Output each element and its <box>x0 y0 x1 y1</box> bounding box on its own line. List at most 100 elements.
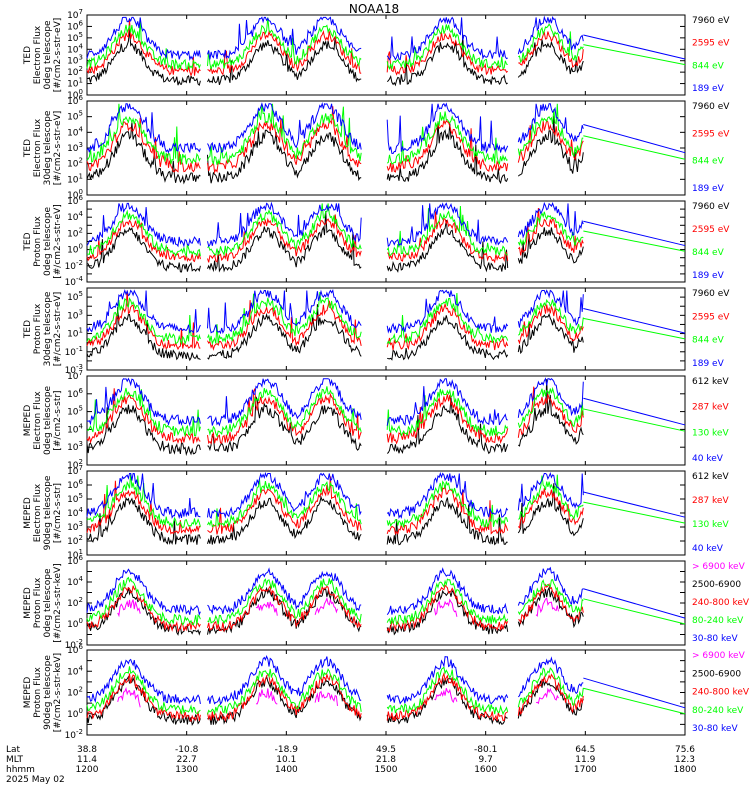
legend-entry: 2500-6900 <box>692 580 741 590</box>
y-tick-label: 102 <box>67 534 83 547</box>
y-axis-label: Electron Flux <box>33 483 43 542</box>
x-tick-lat: 64.5 <box>575 745 595 755</box>
y-tick-label: 10-4 <box>65 275 84 288</box>
y-axis-label: MEPED <box>23 497 33 529</box>
legend-entry: 189 eV <box>692 359 725 369</box>
x-tick-hhmm: 1800 <box>674 765 697 775</box>
panel-7: 10-2 100 102 104 106 MEPED Proton Flux 0deg tel… <box>23 554 750 651</box>
series-extension-blue <box>583 677 686 709</box>
y-axis-label: Electron Flux <box>33 391 43 450</box>
series-trace-red <box>86 476 584 536</box>
series-trace-black <box>86 483 584 546</box>
y-tick-label: 106 <box>67 554 83 567</box>
x-tick-lat: 75.6 <box>675 745 695 755</box>
x-tick-hhmm: 1300 <box>175 765 198 775</box>
y-tick-label: 101 <box>67 172 83 185</box>
legend-entry: 80-240 keV <box>692 706 744 716</box>
legend-entry: 844 eV <box>692 61 725 71</box>
y-axis-label: Proton Flux <box>33 216 43 267</box>
y-axis-label: [#/cm2-s-str-keV] <box>53 563 63 642</box>
legend-entry: > 6900 keV <box>692 562 746 572</box>
series-extension-green <box>583 44 686 66</box>
x-tick-mlt: 12.3 <box>675 755 695 765</box>
y-axis-label: [#/cm2-s-str-eV] <box>53 292 63 367</box>
y-tick-label: 106 <box>67 94 83 107</box>
series-trace-green <box>86 666 584 716</box>
y-tick-label: 106 <box>67 643 83 656</box>
series-trace-green <box>86 203 584 258</box>
y-axis-label: [#/cm2-s-str-keV] <box>53 653 63 732</box>
legend-entry: 2595 eV <box>692 39 730 49</box>
legend-entry: 30-80 keV <box>692 634 738 644</box>
x-tick-mlt: 21.8 <box>376 755 396 765</box>
legend-entry: 189 eV <box>692 84 725 94</box>
y-tick-label: 104 <box>67 575 83 588</box>
series-trace-magenta <box>117 686 559 708</box>
y-tick-label: 104 <box>67 506 83 519</box>
y-axis-label: Proton Flux <box>33 577 43 628</box>
y-axis-label: TED <box>23 320 33 339</box>
series-trace-red <box>86 386 584 445</box>
y-tick-label: 103 <box>67 308 83 321</box>
y-axis-label: [#/cm2-s-str-eV] <box>53 18 63 93</box>
y-axis-label: TED <box>23 46 33 65</box>
series-trace-magenta <box>117 596 559 618</box>
x-tick-hhmm: 1500 <box>375 765 398 775</box>
series-extension-blue <box>583 397 686 426</box>
legend-entry: 2595 eV <box>692 225 730 235</box>
x-tick-hhmm: 1600 <box>474 765 497 775</box>
y-axis-label: [#/cm2-s-str] <box>53 390 63 450</box>
y-tick-label: 106 <box>67 194 83 207</box>
legend-entry: 7960 eV <box>692 202 730 212</box>
x-row-label: Lat <box>6 745 21 755</box>
panel-frame <box>86 375 686 466</box>
y-axis-label: TED <box>23 232 33 251</box>
series-trace-blue <box>86 102 584 155</box>
y-axis-label: Proton Flux <box>33 303 43 354</box>
y-tick-label: 104 <box>67 422 83 435</box>
x-tick-lat: -10.8 <box>175 745 199 755</box>
series-extension-green <box>583 317 686 340</box>
series-trace-blue <box>86 655 584 706</box>
panel-3: 10-4 10-2 100 102 104 106 TED Proton Flux 0deg t… <box>23 194 730 288</box>
y-tick-label: 102 <box>67 596 83 609</box>
series-trace-black <box>86 586 584 636</box>
series-extension-green <box>583 501 686 524</box>
y-tick-label: 102 <box>67 686 83 699</box>
y-tick-label: 105 <box>67 492 83 505</box>
series-trace-blue <box>86 471 584 520</box>
y-tick-label: 103 <box>67 520 83 533</box>
y-tick-label: 10-2 <box>65 728 83 741</box>
series-trace-blue <box>86 566 584 617</box>
y-axis-label: Electron Flux <box>33 25 43 84</box>
x-row-label: hhmm <box>6 765 35 775</box>
legend-entry: 2595 eV <box>692 312 730 322</box>
x-tick-mlt: 9.7 <box>479 755 493 765</box>
x-row-label: MLT <box>6 755 24 765</box>
y-axis-label: 90deg telescope <box>43 655 53 730</box>
x-tick-lat: 49.5 <box>376 745 396 755</box>
y-tick-label: 101 <box>67 327 83 340</box>
y-axis-label: 0deg telescope <box>43 207 53 277</box>
legend-entry: 40 keV <box>692 454 724 464</box>
y-tick-label: 104 <box>67 664 83 677</box>
y-axis-label: 30deg telescope <box>43 291 53 366</box>
y-tick-label: 104 <box>67 125 83 138</box>
x-tick-hhmm: 1200 <box>76 765 99 775</box>
y-tick-label: 105 <box>67 31 83 44</box>
legend-entry: 844 eV <box>692 157 725 167</box>
y-tick-label: 100 <box>67 707 83 720</box>
y-tick-label: 100 <box>67 243 83 256</box>
legend-entry: 189 eV <box>692 271 725 281</box>
y-tick-label: 107 <box>67 8 83 21</box>
series-trace-black <box>86 304 584 362</box>
legend-entry: > 6900 keV <box>692 651 746 661</box>
series-trace-green <box>86 386 584 438</box>
x-tick-lat: -18.9 <box>275 745 299 755</box>
series-extension-blue <box>583 124 686 154</box>
y-axis-label: [#/cm2-s-str] <box>53 483 63 543</box>
